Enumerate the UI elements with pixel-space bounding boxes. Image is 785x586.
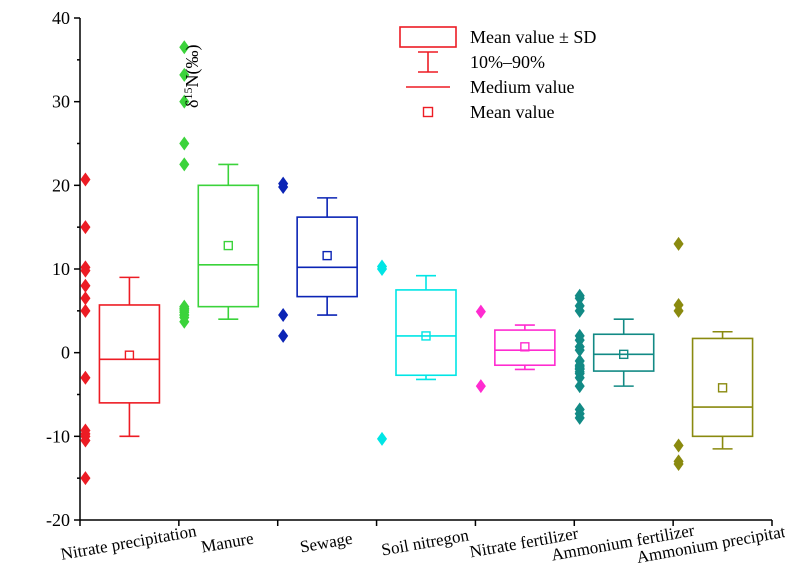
ytick-label: -20 [46, 510, 70, 530]
chart-container: -20 -10 0 10 20 30 40 Nitrate precipitationManu… [0, 0, 785, 586]
category-label: Nitrate precipitation [59, 521, 198, 564]
legend-label: Medium value [470, 77, 574, 97]
boxplot-chart: -20 -10 0 10 20 30 40 Nitrate precipitationManu… [0, 0, 785, 586]
box-5 [575, 289, 654, 425]
ytick-label: -10 [46, 426, 70, 446]
legend-label: Mean value ± SD [470, 27, 596, 47]
ytick-label: 30 [52, 92, 70, 112]
ytick-label: 0 [61, 343, 70, 363]
ytick-label: 20 [52, 175, 70, 195]
box-3 [377, 259, 456, 445]
legend-label: Mean value [470, 102, 554, 122]
y-axis-label: δ15N(‰) [181, 45, 203, 108]
legend: Mean value ± SD 10%–90% Medium value Mean v… [400, 27, 596, 122]
legend-label: 10%–90% [470, 52, 545, 72]
svg-text:δ15N(‰): δ15N(‰) [181, 45, 203, 108]
box-0 [80, 172, 159, 485]
ytick-label: 10 [52, 259, 70, 279]
box-6 [674, 237, 753, 471]
box-2 [278, 177, 357, 343]
box-4 [476, 305, 555, 393]
category-label: Soil nitregon [380, 525, 471, 559]
ytick-label: 40 [52, 8, 70, 28]
category-label: Manure [200, 529, 255, 557]
category-label: Sewage [299, 529, 354, 557]
